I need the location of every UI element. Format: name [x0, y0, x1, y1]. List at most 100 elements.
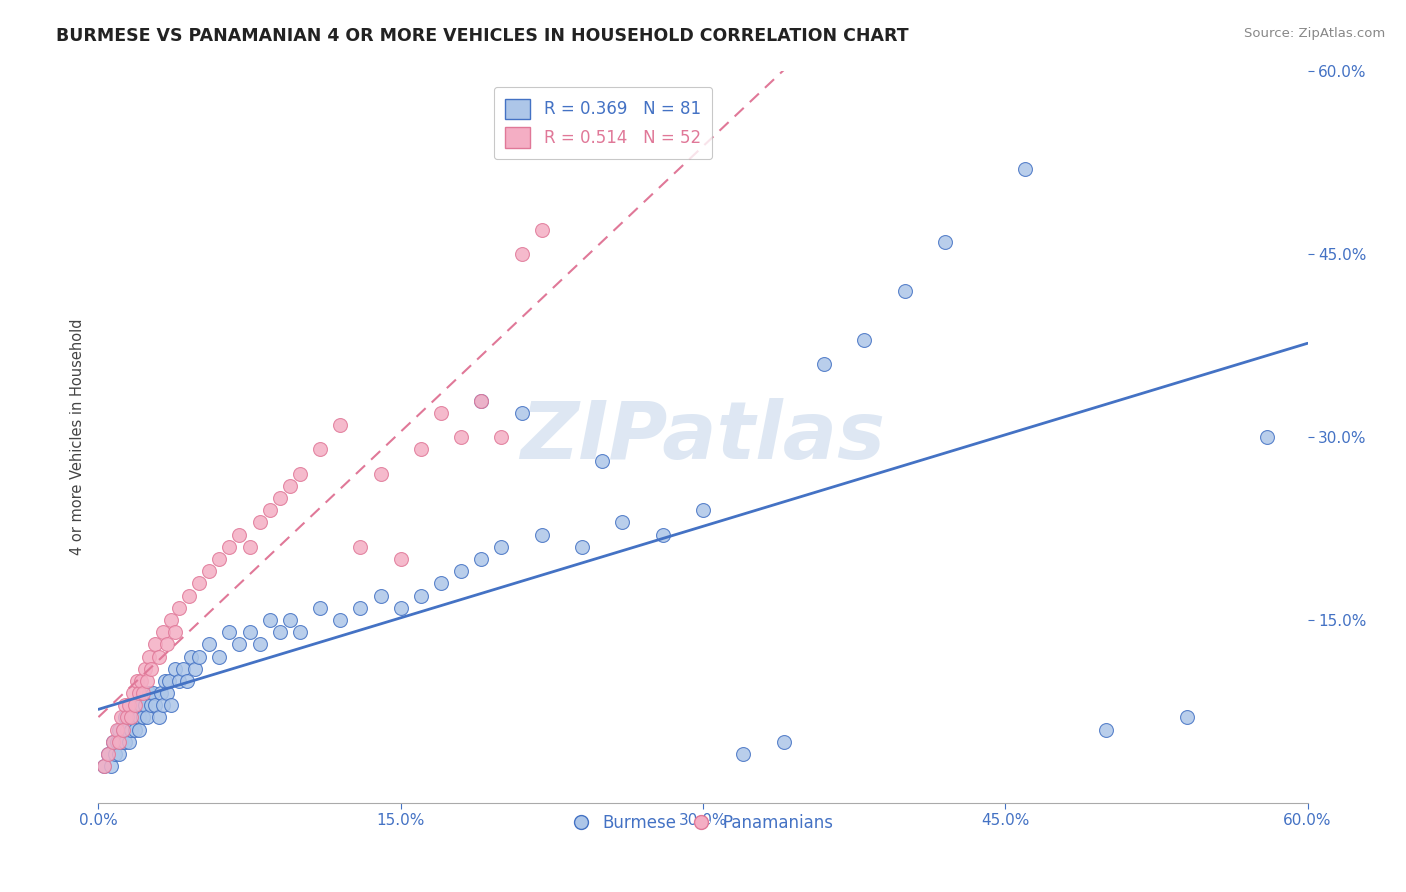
Point: [107, 735, 129, 749]
Point: [389, 600, 412, 615]
Legend: Burmese, Panamanians: Burmese, Panamanians: [565, 807, 841, 838]
Point: [349, 600, 371, 615]
Point: [156, 637, 179, 651]
Point: [160, 698, 183, 713]
Point: [491, 430, 513, 444]
Text: ZIPatlas: ZIPatlas: [520, 398, 886, 476]
Point: [149, 686, 172, 700]
Text: BURMESE VS PANAMANIAN 4 OR MORE VEHICLES IN HOUSEHOLD CORRELATION CHART: BURMESE VS PANAMANIAN 4 OR MORE VEHICLES…: [56, 27, 908, 45]
Point: [934, 235, 956, 249]
Point: [143, 698, 166, 713]
Point: [135, 710, 157, 724]
Point: [172, 662, 194, 676]
Point: [101, 735, 124, 749]
Point: [152, 698, 174, 713]
Point: [278, 479, 301, 493]
Point: [228, 637, 250, 651]
Point: [239, 625, 262, 640]
Point: [208, 649, 231, 664]
Point: [772, 735, 794, 749]
Point: [309, 442, 332, 457]
Point: [157, 673, 180, 688]
Point: [111, 723, 134, 737]
Point: [259, 503, 281, 517]
Point: [118, 710, 141, 724]
Point: [651, 527, 673, 541]
Point: [184, 662, 207, 676]
Point: [228, 527, 250, 541]
Point: [163, 662, 186, 676]
Point: [530, 223, 553, 237]
Point: [114, 698, 136, 713]
Point: [93, 759, 115, 773]
Point: [430, 576, 453, 591]
Point: [148, 710, 170, 724]
Point: [128, 686, 150, 700]
Point: [142, 686, 165, 700]
Point: [510, 247, 533, 261]
Point: [129, 673, 152, 688]
Point: [470, 552, 492, 566]
Point: [134, 698, 156, 713]
Point: [218, 625, 240, 640]
Point: [278, 613, 301, 627]
Point: [114, 735, 136, 749]
Point: [124, 698, 146, 713]
Point: [288, 467, 311, 481]
Point: [430, 406, 453, 420]
Point: [853, 333, 876, 347]
Point: [1095, 723, 1118, 737]
Point: [134, 662, 156, 676]
Point: [389, 552, 412, 566]
Point: [125, 698, 148, 713]
Point: [409, 589, 432, 603]
Point: [510, 406, 533, 420]
Point: [129, 698, 152, 713]
Point: [143, 637, 166, 651]
Point: [107, 723, 129, 737]
Point: [138, 649, 160, 664]
Point: [1175, 710, 1198, 724]
Point: [138, 686, 160, 700]
Point: [153, 673, 176, 688]
Point: [470, 393, 492, 408]
Point: [249, 637, 271, 651]
Y-axis label: 4 or more Vehicles in Household: 4 or more Vehicles in Household: [69, 318, 84, 556]
Point: [118, 698, 141, 713]
Point: [128, 723, 150, 737]
Point: [370, 589, 392, 603]
Point: [110, 710, 132, 724]
Point: [156, 686, 179, 700]
Point: [309, 600, 332, 615]
Point: [591, 454, 613, 468]
Point: [1014, 161, 1036, 176]
Point: [115, 710, 138, 724]
Point: [120, 710, 142, 724]
Point: [132, 686, 155, 700]
Point: [813, 357, 835, 371]
Point: [114, 710, 136, 724]
Point: [188, 576, 211, 591]
Point: [152, 625, 174, 640]
Point: [269, 625, 291, 640]
Point: [110, 735, 132, 749]
Point: [160, 613, 183, 627]
Point: [450, 430, 472, 444]
Point: [288, 625, 311, 640]
Point: [167, 600, 190, 615]
Point: [103, 747, 125, 761]
Point: [329, 613, 352, 627]
Point: [120, 723, 142, 737]
Point: [118, 735, 141, 749]
Point: [125, 673, 148, 688]
Point: [124, 723, 146, 737]
Point: [105, 735, 128, 749]
Point: [121, 710, 143, 724]
Point: [409, 442, 432, 457]
Point: [208, 552, 231, 566]
Point: [249, 516, 271, 530]
Point: [179, 589, 201, 603]
Point: [530, 527, 553, 541]
Point: [239, 540, 262, 554]
Point: [115, 723, 138, 737]
